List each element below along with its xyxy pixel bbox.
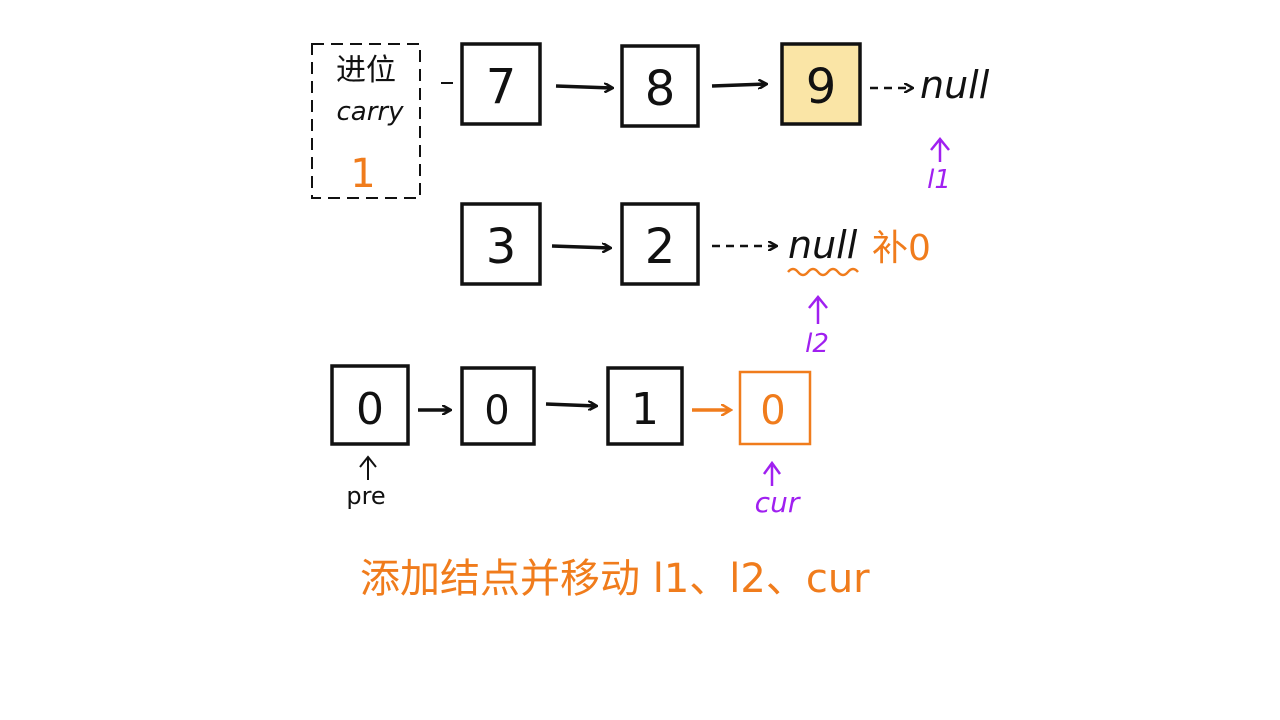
carry-label-en: carry <box>337 97 405 127</box>
list-node: 1 <box>606 366 684 446</box>
pad-zero-note: 补0 <box>872 228 931 269</box>
l1-pointer-head <box>930 137 950 151</box>
node-value: 2 <box>645 219 676 275</box>
node-arrow <box>551 246 610 248</box>
node-value: 3 <box>486 219 517 275</box>
list-l2: 3 2 null 补0 l2 <box>460 202 931 359</box>
list-node-dummy: 0 <box>330 364 410 446</box>
cur-pointer-label: cur <box>755 486 801 519</box>
list-node: 2 <box>620 202 700 286</box>
node-value: 8 <box>645 61 676 117</box>
carry-label-cn: 进位 <box>336 53 396 88</box>
l1-pointer-label: l1 <box>927 165 951 195</box>
node-arrow <box>711 84 766 86</box>
l2-pointer-label: l2 <box>805 329 829 359</box>
l2-pointer-head <box>808 295 828 309</box>
list-node-new: 0 <box>738 370 812 446</box>
list-node: 7 <box>460 42 542 126</box>
carry-box: 进位 carry 1 <box>311 43 453 199</box>
list-node-highlighted: 9 <box>780 42 862 126</box>
carry-box-border <box>311 43 421 199</box>
list-node: 0 <box>460 366 536 446</box>
null-label: null <box>788 223 858 267</box>
list-l1: 7 8 9 null l1 <box>460 42 990 195</box>
list-result: 0 0 1 0 pre cur <box>330 364 812 519</box>
carry-value: 1 <box>350 151 375 197</box>
pre-pointer-head <box>359 455 377 468</box>
node-value: 0 <box>484 388 509 434</box>
pre-pointer-label: pre <box>346 482 385 510</box>
node-arrow <box>555 86 612 88</box>
cur-pointer-head <box>762 460 782 475</box>
node-value: 9 <box>806 59 837 115</box>
caption: 添加结点并移动 l1、l2、cur <box>360 556 870 602</box>
node-value: 0 <box>760 388 785 434</box>
node-value: 7 <box>486 59 517 115</box>
node-value: 1 <box>631 384 659 435</box>
null-label: null <box>920 63 990 107</box>
node-arrow <box>545 404 596 406</box>
list-node: 3 <box>460 202 542 286</box>
list-node: 8 <box>620 44 700 128</box>
null-underline-wavy <box>787 267 859 277</box>
node-value: 0 <box>356 384 384 435</box>
